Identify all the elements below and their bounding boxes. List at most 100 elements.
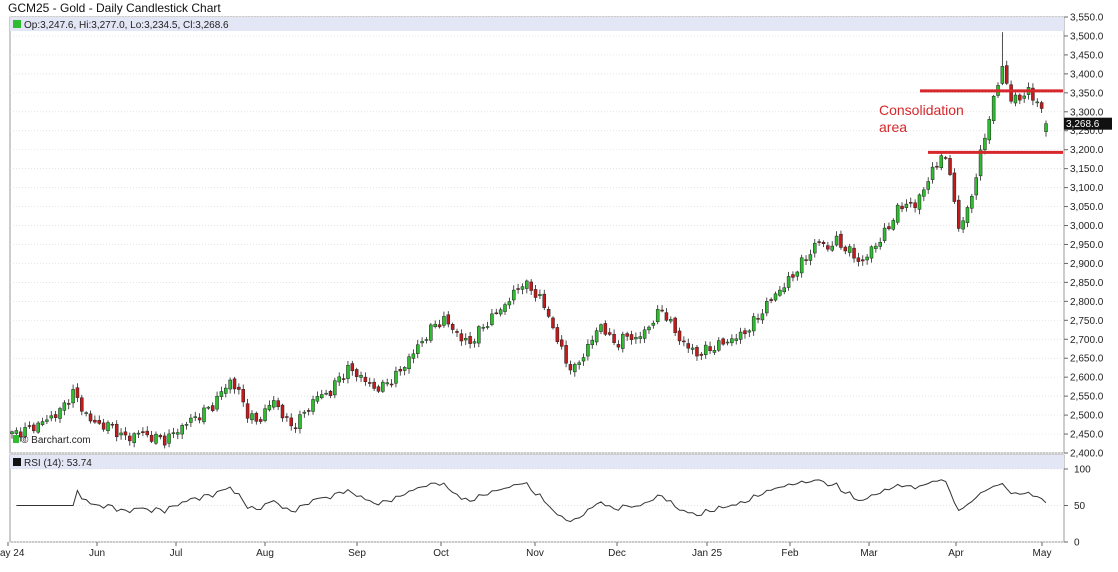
candle-up xyxy=(136,432,141,435)
candle-down xyxy=(27,425,32,427)
candle-down xyxy=(446,314,451,325)
candle-down xyxy=(376,386,381,392)
price-tick-label: 3,150.0 xyxy=(1070,164,1104,175)
candle-down xyxy=(826,245,830,250)
rsi-tick-label: 100 xyxy=(1074,465,1091,476)
candle-up xyxy=(463,337,468,341)
candle-up xyxy=(878,242,882,247)
candle-down xyxy=(695,346,699,357)
candle-up xyxy=(882,227,887,241)
candle-down xyxy=(721,338,725,345)
candle-down xyxy=(66,403,71,405)
candle-up xyxy=(1013,94,1018,104)
candle-up xyxy=(62,402,67,411)
candle-down xyxy=(280,404,285,419)
candle-up xyxy=(1044,123,1048,132)
candle-up xyxy=(939,155,944,168)
price-tick-label: 2,850.0 xyxy=(1070,278,1104,289)
candle-up xyxy=(381,381,385,392)
candle-up xyxy=(703,344,708,356)
candle-down xyxy=(258,419,263,422)
candle-down xyxy=(1018,94,1022,101)
candle-down xyxy=(821,241,826,244)
candle-down xyxy=(254,412,259,422)
candle-up xyxy=(49,415,54,419)
candle-up xyxy=(36,422,40,433)
candle-up xyxy=(40,421,45,425)
candle-up xyxy=(106,422,110,432)
candle-up xyxy=(228,379,232,390)
candle-up xyxy=(970,195,974,209)
candle-up xyxy=(481,327,485,329)
candle-up xyxy=(58,408,62,419)
rsi-panel-header xyxy=(10,455,1064,469)
candle-up xyxy=(1035,101,1040,104)
price-tick-label: 3,450.0 xyxy=(1070,50,1104,61)
candle-down xyxy=(909,202,913,204)
price-tick-label: 2,450.0 xyxy=(1070,430,1104,441)
candle-down xyxy=(289,417,293,427)
candle-up xyxy=(874,245,878,249)
candle-down xyxy=(110,423,115,426)
candle-down xyxy=(141,431,145,433)
candle-down xyxy=(437,324,442,328)
time-tick-label: Jun xyxy=(89,548,105,559)
candle-up xyxy=(224,387,228,394)
candle-up xyxy=(337,376,341,383)
price-tick-label: 3,100.0 xyxy=(1070,183,1104,194)
candle-down xyxy=(53,414,58,418)
candle-down xyxy=(660,309,664,312)
candle-down xyxy=(162,435,167,446)
candle-up xyxy=(712,350,717,353)
rsi-panel xyxy=(9,454,1065,543)
candle-down xyxy=(529,281,533,291)
price-tick-label: 2,400.0 xyxy=(1070,449,1104,460)
candle-up xyxy=(961,220,965,230)
candle-down xyxy=(328,391,333,396)
candle-down xyxy=(861,259,865,262)
candle-down xyxy=(494,312,499,315)
candle-up xyxy=(747,330,752,333)
time-tick-label: Jul xyxy=(170,548,183,559)
candle-down xyxy=(276,400,280,408)
time-tick-label: Dec xyxy=(608,548,626,559)
price-tick-label: 3,200.0 xyxy=(1070,145,1104,156)
candle-up xyxy=(424,339,429,341)
candle-up xyxy=(730,338,734,344)
time-tick-label: Sep xyxy=(348,548,366,559)
candle-down xyxy=(450,324,455,330)
candle-down xyxy=(708,346,712,351)
candle-up xyxy=(45,419,49,422)
candle-up xyxy=(634,337,638,340)
candle-up xyxy=(983,137,987,151)
candle-down xyxy=(607,332,612,335)
candle-up xyxy=(490,313,494,325)
candle-up xyxy=(647,326,651,331)
candle-down xyxy=(673,317,677,333)
candle-down xyxy=(817,241,821,243)
rsi-legend-swatch xyxy=(13,458,21,466)
candle-up xyxy=(581,357,586,362)
candle-down xyxy=(887,226,891,230)
candle-up xyxy=(132,433,136,444)
candle-down xyxy=(158,434,163,438)
candle-up xyxy=(411,353,416,359)
candle-down xyxy=(943,157,948,159)
rsi-axis: 0 50 100 xyxy=(10,465,1091,549)
candlestick-series xyxy=(10,32,1048,449)
candle-up xyxy=(895,204,900,223)
candle-down xyxy=(149,434,154,442)
candle-down xyxy=(293,427,298,430)
candle-up xyxy=(965,207,970,223)
chart-title: GCM25 - Gold - Daily Candlestick Chart xyxy=(8,1,221,15)
candle-up xyxy=(429,324,433,341)
candle-down xyxy=(232,378,237,390)
candle-up xyxy=(795,271,800,277)
candle-down xyxy=(551,317,555,329)
candle-down xyxy=(625,333,629,337)
candle-up xyxy=(415,344,420,354)
candle-down xyxy=(629,334,634,341)
candle-down xyxy=(769,299,773,301)
candle-up xyxy=(586,344,590,357)
candle-down xyxy=(839,233,843,248)
